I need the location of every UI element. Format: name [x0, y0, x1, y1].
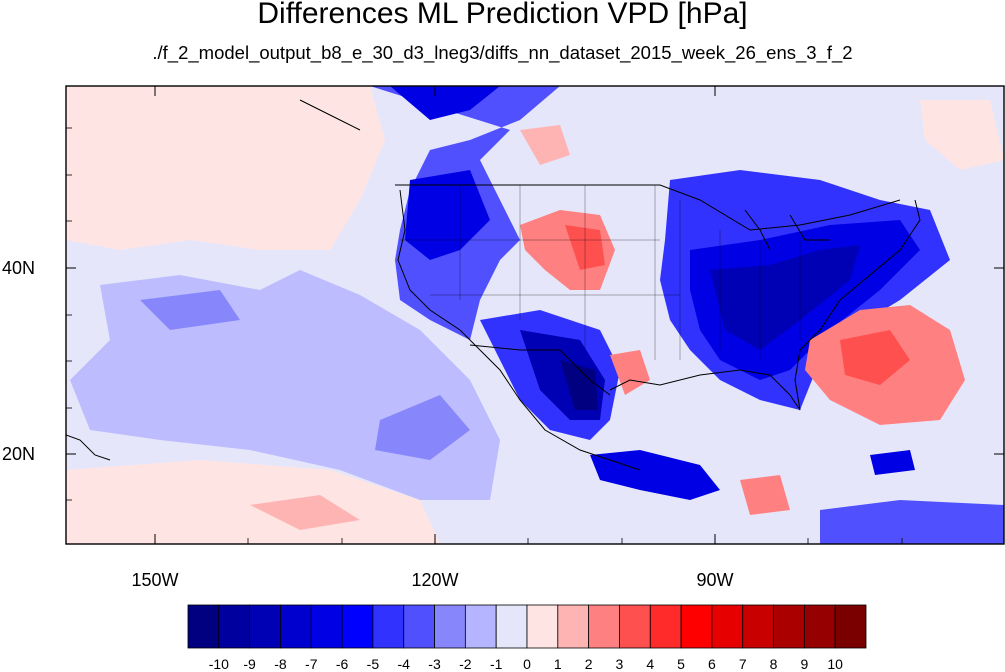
tropical-pacific-positive-spot	[250, 495, 360, 530]
hawaii-coastline	[66, 434, 111, 461]
colorbar-swatch	[218, 604, 251, 649]
colorbar-tick-label: 3	[615, 656, 624, 672]
southwest-negative-peak	[560, 360, 598, 410]
pacific-negative-patch-1	[140, 290, 240, 330]
alaska-coastline	[299, 99, 361, 131]
colorbar-tick-label: 10	[827, 656, 843, 672]
colorbar-tick-label: 9	[800, 656, 809, 672]
canada-positive-spot	[520, 125, 570, 165]
lon-label-90w: 90W	[696, 570, 734, 590]
colorbar-tick-label: -3	[428, 656, 441, 672]
colorbar-swatch	[742, 604, 774, 649]
colorbar-tick-label: 7	[738, 656, 747, 672]
colorbar-swatch	[495, 604, 528, 649]
map-field	[66, 86, 1004, 544]
colorbar-tick-label: 6	[708, 656, 716, 672]
colorbar-swatch	[187, 604, 220, 649]
pacific-negative-patch-2	[375, 395, 470, 460]
colorbar-swatch	[280, 604, 312, 649]
axis-minor-ticks	[66, 127, 903, 544]
north-atlantic-positive	[920, 100, 1004, 170]
colorbar-tick-label: 1	[553, 656, 562, 672]
caribbean-negative-patch	[820, 500, 1004, 544]
colorbar-swatch	[464, 604, 497, 649]
colorbar-tick-label: -5	[366, 656, 380, 672]
colorbar-swatch	[619, 604, 651, 649]
colorbar-swatch	[773, 604, 805, 649]
axis-ticks	[66, 86, 1004, 544]
colorbar-tick-label: 0	[523, 656, 531, 672]
mexico-negative-patch	[590, 450, 720, 500]
us-canada-border	[395, 184, 901, 231]
colorbar-tick-label: -1	[489, 656, 503, 672]
colorbar-swatch	[557, 604, 590, 649]
ne-pacific-positive-region	[66, 86, 385, 250]
lon-label-120w: 120W	[411, 570, 459, 590]
colorbar-tick-label: -4	[397, 656, 410, 672]
colorbar-tick-label: -6	[335, 656, 349, 672]
colorbar-tick-label: -9	[243, 656, 256, 672]
canada-negative-core	[390, 86, 500, 120]
colorbar-tick-label: 5	[677, 656, 685, 672]
colorbar-swatch	[372, 604, 405, 649]
colorbar-swatch	[803, 604, 836, 649]
colorbar-swatch	[526, 604, 559, 649]
coastlines	[66, 99, 921, 471]
colorbar-tick-label: -8	[274, 656, 287, 672]
colorbar-swatch	[403, 604, 435, 649]
lat-label-40n: 40N	[2, 258, 36, 278]
northwest-negative-core	[405, 170, 490, 260]
colorbar-swatch	[834, 604, 867, 649]
colorbar-swatch	[341, 604, 374, 649]
pacific-coastline	[397, 189, 641, 471]
colorbar-swatch	[588, 604, 620, 649]
colorbar-swatch	[711, 604, 744, 649]
colorbar-tick-label: -10	[208, 656, 229, 672]
east-negative-peak	[710, 245, 860, 350]
colorbar-tick-label: 4	[646, 656, 655, 672]
colorbar-swatch	[680, 604, 713, 649]
colorbar-tick-label: 8	[769, 656, 778, 672]
state-border-lines	[400, 185, 801, 360]
colorbar-tick-label: 2	[584, 656, 593, 672]
caribbean-negative-spot	[870, 450, 915, 475]
map-subtitle: ./f_2_model_output_b8_e_30_d3_lneg3/diff…	[152, 42, 853, 63]
colorbar-swatch	[649, 604, 682, 649]
colorbar-swatch	[434, 604, 466, 649]
lon-label-150w: 150W	[131, 570, 179, 590]
tropical-pacific-positive-region	[66, 460, 440, 544]
colorbar-swatch	[310, 604, 343, 649]
gulf-positive-spot	[610, 350, 650, 395]
colorbar-swatch	[249, 604, 281, 649]
us-mexico-border	[469, 344, 611, 396]
lat-label-20n: 20N	[2, 444, 36, 464]
state-borders	[400, 185, 801, 360]
gulf-atlantic-coastline	[609, 199, 921, 411]
colorbar-tick-label: -2	[459, 656, 472, 672]
map-title: Differences ML Prediction VPD [hPa]	[257, 0, 748, 30]
atlantic-positive-core	[840, 330, 910, 385]
colorbar-tick-label: -7	[305, 656, 318, 672]
central-america-positive-spot	[740, 475, 790, 515]
great-lakes	[744, 209, 830, 251]
